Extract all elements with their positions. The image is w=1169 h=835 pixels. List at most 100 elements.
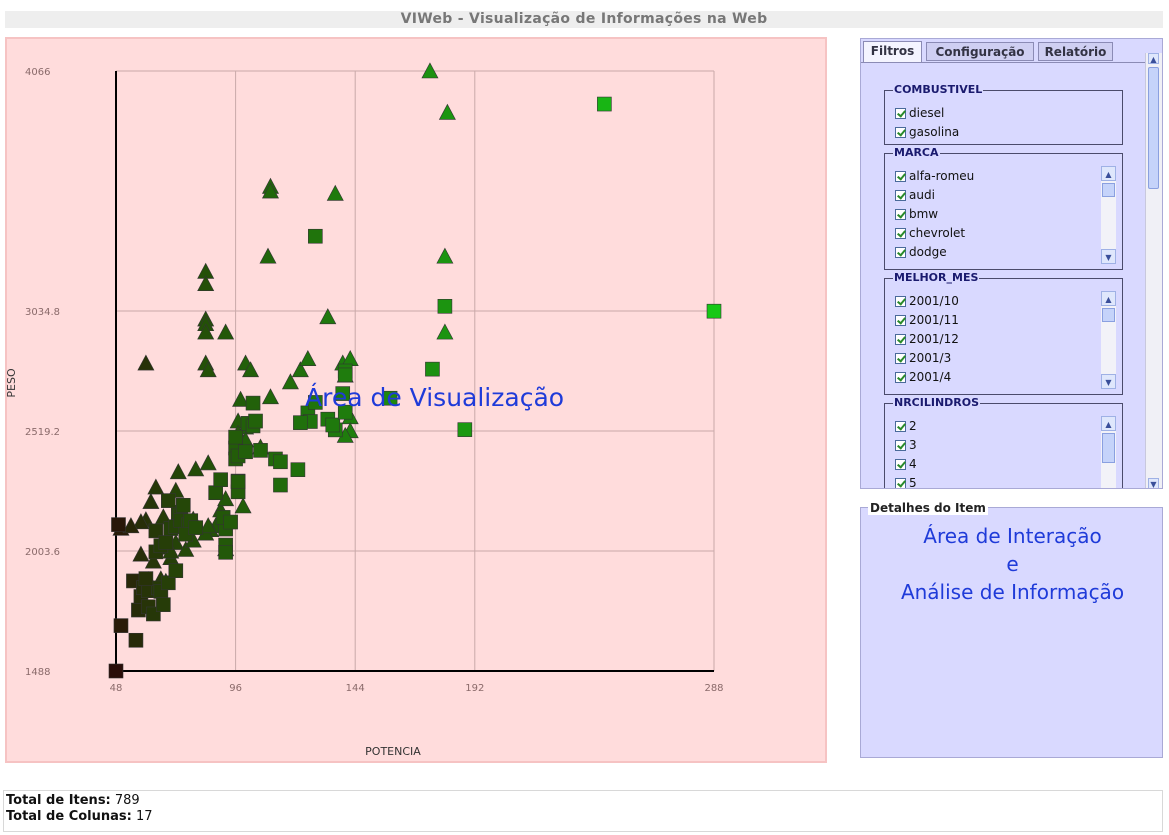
data-point-triangle [217, 323, 235, 340]
filter-item-label: 2001/11 [909, 313, 959, 327]
data-point-triangle [199, 517, 217, 534]
overlay-line: Análise de Informação [900, 580, 1125, 604]
data-point-square [457, 422, 473, 437]
checkbox-checked-icon[interactable] [895, 440, 906, 451]
filter-item[interactable]: 2 [895, 417, 917, 436]
filter-item[interactable]: 2001/11 [895, 311, 959, 330]
data-point-triangle [261, 388, 279, 405]
scroll-thumb[interactable] [1102, 183, 1115, 197]
filter-item-label: chevrolet [909, 226, 966, 240]
x-tick-label: 48 [110, 683, 123, 694]
data-point-square [437, 298, 453, 314]
scroll-thumb[interactable] [1102, 308, 1115, 322]
total-itens-row: Total de Itens: 789 [6, 793, 1160, 809]
data-point-square [156, 597, 171, 612]
filter-item-label: 2 [909, 419, 917, 433]
status-footer: Total de Itens: 789 Total de Colunas: 17 [3, 790, 1163, 832]
data-point-triangle [291, 361, 309, 378]
marca-scrollbar[interactable]: ▲ ▼ [1101, 166, 1116, 264]
tab-configuracao[interactable]: Configuração [926, 42, 1034, 61]
data-point-square [213, 472, 228, 487]
data-point-triangle [421, 62, 439, 79]
data-point-square [168, 563, 184, 578]
y-tick-label: 1488 [25, 667, 50, 678]
scroll-down-arrow-icon[interactable]: ▼ [1101, 249, 1116, 264]
scroll-down-arrow-icon[interactable]: ▼ [1101, 374, 1116, 389]
scroll-thumb[interactable] [1102, 433, 1115, 463]
y-tick-label: 2003.6 [25, 547, 60, 558]
filter-item[interactable]: audi [895, 186, 974, 205]
filter-item[interactable]: gasolina [895, 123, 959, 142]
filter-item[interactable]: chevrolet [895, 224, 974, 243]
nrcilindros-scrollbar[interactable]: ▲ [1101, 416, 1116, 488]
visualization-area[interactable]: 48 96 144 192 288 4066 3034.8 2519.2 2003.6 1488 P… [5, 37, 827, 763]
data-point-triangle [436, 323, 454, 340]
filter-item[interactable]: 2001/12 [895, 330, 959, 349]
tab-bar: Filtros Configuração Relatório [861, 39, 1162, 63]
data-point-triangle [281, 373, 299, 390]
x-tick-label: 192 [465, 683, 484, 694]
data-point-triangle [234, 497, 252, 514]
checkbox-checked-icon[interactable] [895, 478, 906, 488]
total-itens-label: Total de Itens: [6, 793, 111, 808]
filter-item[interactable]: 2001/3 [895, 349, 959, 368]
total-colunas-label: Total de Colunas: [6, 809, 132, 824]
visualization-overlay-label: Área de Visualização [305, 383, 565, 412]
scroll-up-arrow-icon[interactable]: ▲ [1101, 416, 1116, 431]
melhor-mes-scrollbar[interactable]: ▲ ▼ [1101, 291, 1116, 389]
checkbox-checked-icon[interactable] [895, 108, 906, 119]
x-axis-label: POTENCIA [365, 745, 421, 758]
scroll-up-arrow-icon[interactable]: ▲ [1148, 53, 1159, 64]
data-point-square [218, 545, 233, 560]
filter-panel-scrollbar[interactable]: ▲ ▼ [1145, 53, 1162, 488]
data-point-triangle [132, 513, 150, 530]
filter-item[interactable]: dodge [895, 243, 974, 262]
data-point-square [706, 303, 722, 319]
data-point-triangle [169, 463, 187, 480]
scroll-thumb[interactable] [1148, 67, 1159, 189]
scroll-up-arrow-icon[interactable]: ▲ [1101, 166, 1116, 181]
data-point-triangle [299, 350, 317, 366]
checkbox-checked-icon[interactable] [895, 247, 906, 258]
total-itens-value: 789 [114, 793, 140, 808]
checkbox-checked-icon[interactable] [895, 209, 906, 220]
checkbox-checked-icon[interactable] [895, 334, 906, 345]
filter-item[interactable]: diesel [895, 104, 959, 123]
data-point-square [382, 390, 398, 406]
data-point-square [188, 520, 204, 535]
checkbox-checked-icon[interactable] [895, 127, 906, 138]
data-point-triangle [199, 454, 217, 471]
filter-item[interactable]: 3 [895, 436, 917, 455]
filter-item[interactable]: 4 [895, 455, 917, 474]
scatter-plot[interactable]: 48 96 144 192 288 4066 3034.8 2519.2 2003.6 1488 P… [7, 39, 825, 761]
checkbox-checked-icon[interactable] [895, 421, 906, 432]
filter-item[interactable]: 2001/10 [895, 292, 959, 311]
scroll-down-arrow-icon[interactable]: ▼ [1148, 478, 1159, 488]
filter-item[interactable]: alfa-romeu [895, 167, 974, 186]
checkbox-checked-icon[interactable] [895, 315, 906, 326]
checkbox-checked-icon[interactable] [895, 296, 906, 307]
checkbox-checked-icon[interactable] [895, 228, 906, 239]
data-point-square [108, 663, 124, 679]
app-title: VIWeb - Visualização de Informações na W… [5, 11, 1163, 28]
filter-item-label: dodge [909, 245, 947, 259]
checkbox-checked-icon[interactable] [895, 171, 906, 182]
tab-relatorio[interactable]: Relatório [1038, 42, 1113, 61]
filter-item[interactable]: bmw [895, 205, 974, 224]
total-colunas-value: 17 [135, 809, 153, 824]
data-point-triangle [132, 545, 150, 562]
data-point-triangle [436, 247, 454, 264]
checkbox-checked-icon[interactable] [895, 353, 906, 364]
data-point-square [293, 415, 308, 430]
tab-filtros[interactable]: Filtros [863, 41, 922, 63]
checkbox-checked-icon[interactable] [895, 459, 906, 470]
filter-item[interactable]: 2001/4 [895, 368, 959, 387]
data-point-square [248, 413, 263, 429]
filter-item-label: alfa-romeu [909, 169, 975, 183]
filter-group-title: MELHOR_MES [893, 270, 980, 285]
filter-item-label: audi [909, 188, 935, 202]
checkbox-checked-icon[interactable] [895, 372, 906, 383]
scroll-up-arrow-icon[interactable]: ▲ [1101, 291, 1116, 306]
filter-item[interactable]: 5 [895, 474, 917, 488]
checkbox-checked-icon[interactable] [895, 190, 906, 201]
